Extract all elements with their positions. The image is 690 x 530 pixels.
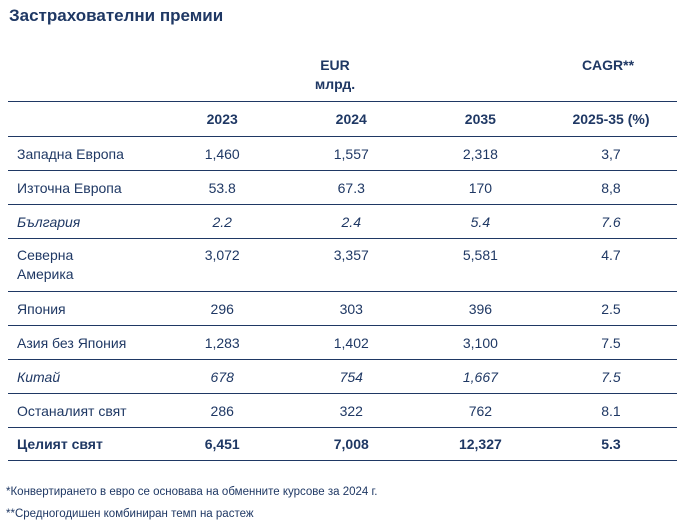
unit-scale: млрд. [314,76,356,92]
row-label: Западна Европа [17,145,124,162]
row-label: България [17,213,81,230]
cell-2024: 754 [339,368,363,385]
total-row: Целият свят 6,451 7,008 12,327 5.3 [8,428,677,461]
row-label: Целият свят [17,436,103,452]
cell-cagr: 4.7 [601,247,621,263]
cell-cagr: 7.6 [601,213,621,230]
unit-currency: EUR [320,57,350,73]
table-row: Западна Европа 1,460 1,557 2,318 3,7 [8,137,677,171]
cell-2035: 12,327 [458,436,502,452]
cell-2024: 3,357 [333,247,369,263]
cell-2023: 2.2 [212,213,232,230]
table-row: Останалият свят 286 322 762 8.1 [8,394,677,428]
row-label: Япония [17,300,66,317]
row-label-line: Северна [17,247,74,263]
cell-2035: 3,100 [462,334,498,351]
row-label: Азия без Япония [17,334,127,351]
cell-2023: 286 [210,402,234,419]
cell-cagr: 7.5 [601,368,621,385]
cell-cagr: 5.3 [601,436,621,452]
cell-2035: 396 [468,300,493,317]
cell-2035: 5,581 [462,247,498,263]
cell-cagr: 8,8 [601,179,621,196]
premiums-table: 2023 2024 2035 2025-35 (%) Западна Европ… [8,101,677,461]
header-label [8,102,158,137]
cell-2023: 6,451 [204,436,240,452]
row-label: Китай [17,368,61,385]
cell-2023: 296 [210,300,234,317]
header-2023: 2023 [206,111,238,127]
header-2035: 2035 [464,111,496,127]
header-cagr-period: 2025-35 (%) [572,111,650,127]
table-title: Застрахователни премии [9,6,224,25]
cell-2035: 170 [468,179,493,196]
cell-cagr: 8.1 [601,402,621,419]
cell-2024: 1,402 [333,334,369,351]
table-row: Азия без Япония 1,283 1,402 3,100 7.5 [8,326,677,360]
cell-2035: 5.4 [470,213,491,230]
cell-2023: 53.8 [208,179,236,196]
cell-2024: 1,557 [333,145,369,162]
header-row: 2023 2024 2035 2025-35 (%) [8,101,677,137]
cell-2024: 7,008 [333,436,369,452]
header-2024: 2024 [335,111,367,127]
cagr-header: CAGR** [548,56,668,75]
cagr-label: CAGR** [581,57,635,73]
cell-2024: 303 [339,300,363,317]
cell-2023: 1,283 [204,334,240,351]
cell-2023: 678 [210,368,234,385]
cell-cagr: 3,7 [601,145,621,162]
row-label: Източна Европа [17,179,122,196]
table-row: Япония 296 303 396 2.5 [8,292,677,326]
cell-2023: 3,072 [204,247,240,263]
unit-header: EUR млрд. [275,56,395,94]
row-label-line: Америка [17,266,74,282]
footnote-cagr: **Средногодишен комбиниран темп на расте… [6,508,254,520]
cell-2024: 322 [339,402,363,419]
cell-2035: 2,318 [462,145,498,162]
table-row: Северна Америка 3,072 3,357 5,581 4.7 [8,239,677,292]
cell-2023: 1,460 [204,145,240,162]
table-row: България 2.2 2.4 5.4 7.6 [8,205,677,239]
cell-2024: 2.4 [341,213,361,230]
table-row: Източна Европа 53.8 67.3 170 8,8 [8,171,677,205]
cell-cagr: 2.5 [601,300,621,317]
row-label: Северна Америка [8,239,158,292]
row-label: Останалият свят [17,402,127,419]
cell-2035: 762 [468,402,493,419]
cell-2024: 67.3 [337,179,365,196]
table-row: Китай 678 754 1,667 7.5 [8,360,677,394]
cell-2035: 1,667 [462,368,498,385]
cell-cagr: 7.5 [601,334,621,351]
footnote-conversion: *Конвертирането в евро се основава на об… [6,486,378,498]
